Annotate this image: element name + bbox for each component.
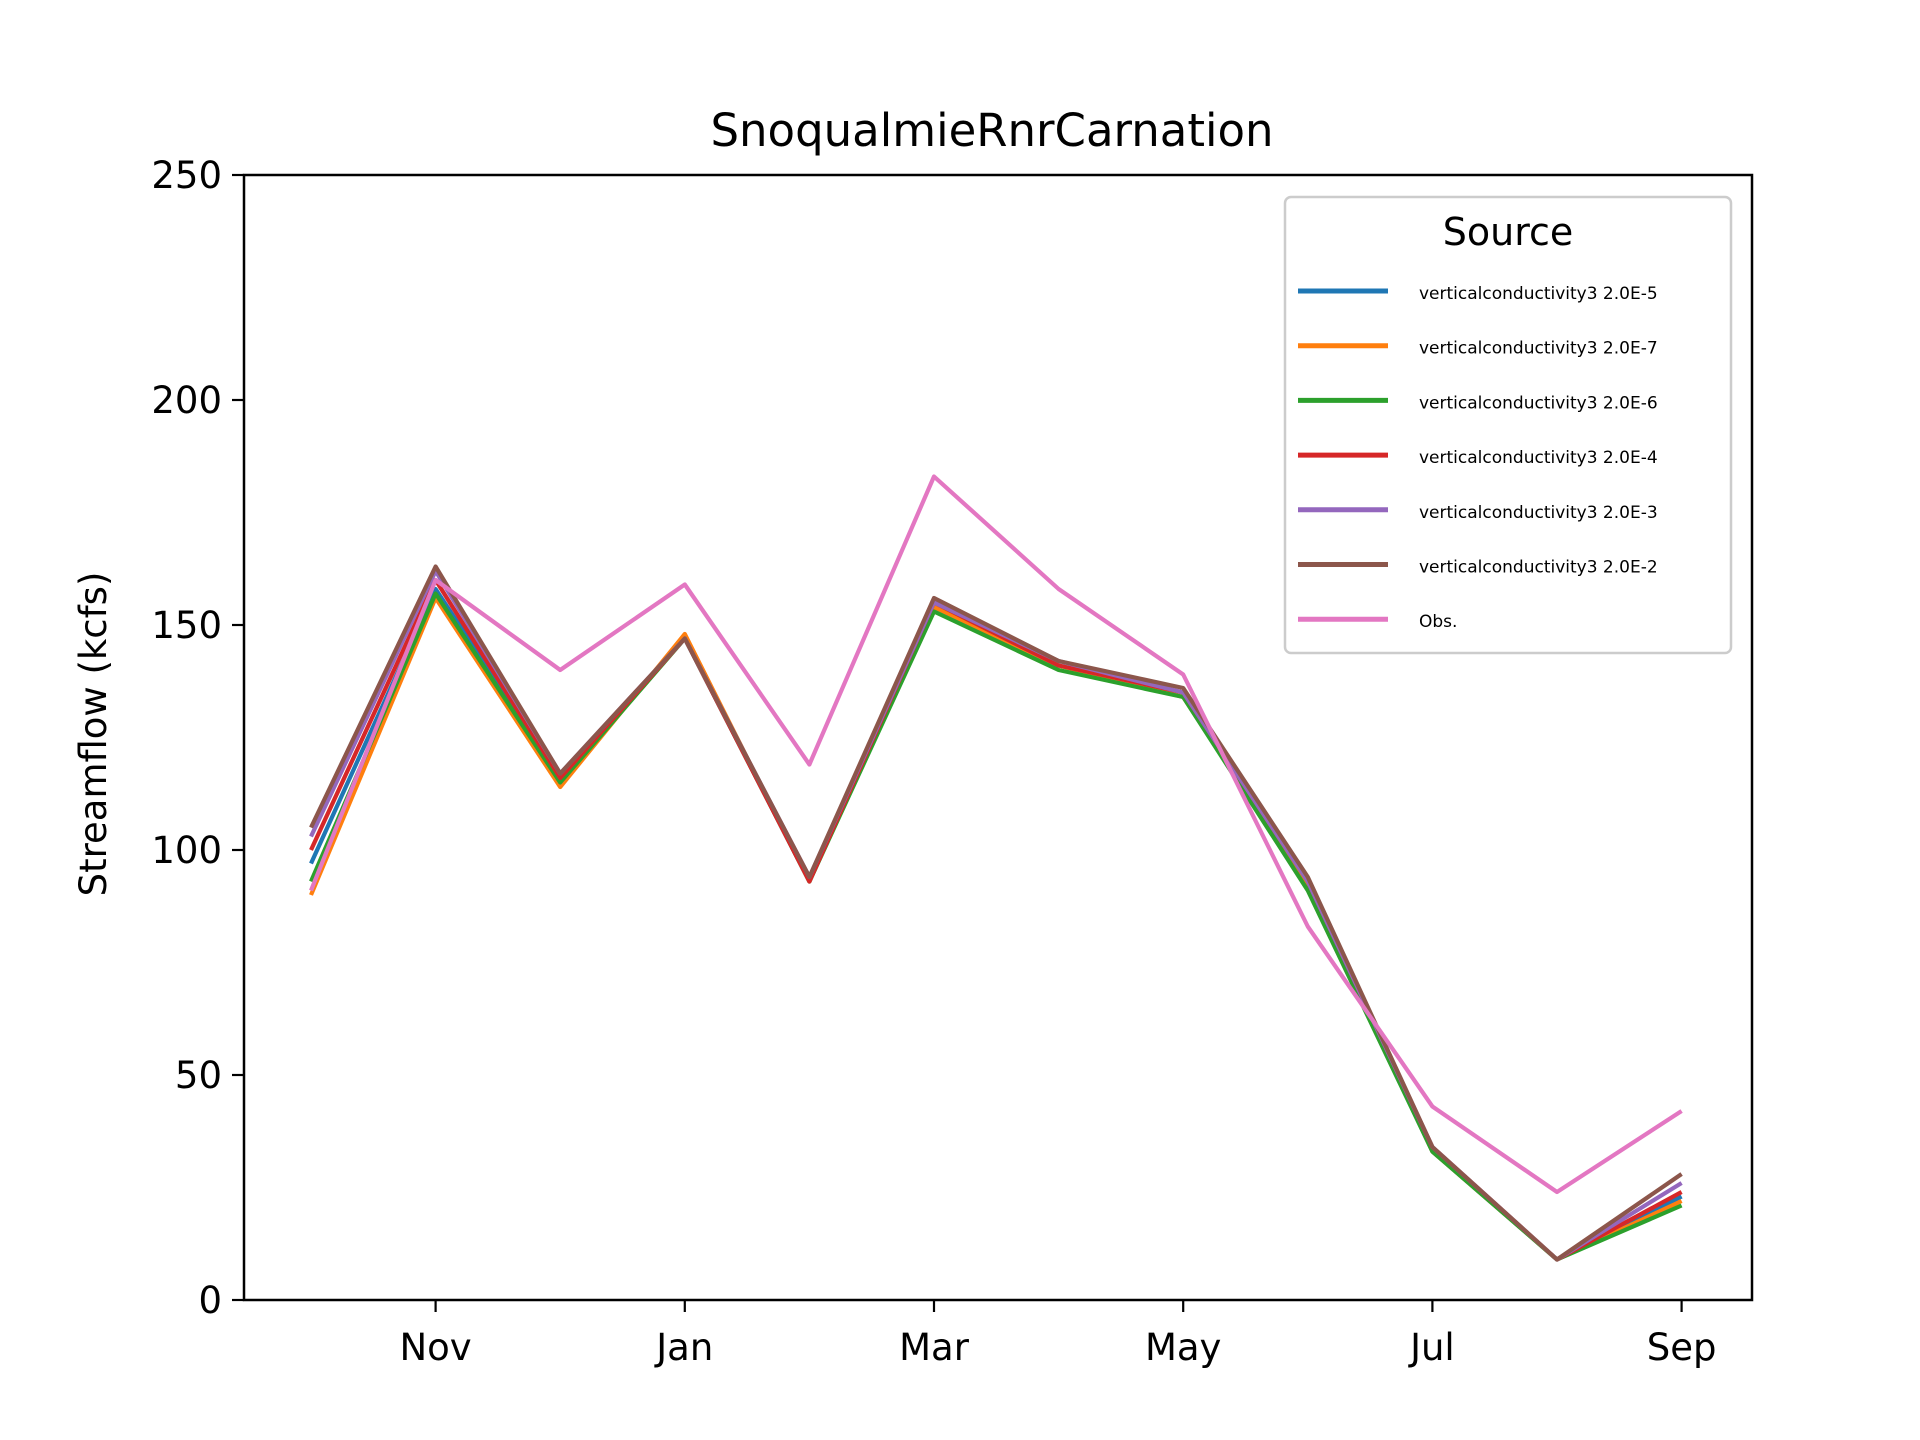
series-line-3 xyxy=(309,591,1683,1262)
legend-label-3: verticalconductivity3 2.0E-6 xyxy=(1419,393,1658,413)
legend-title: Source xyxy=(1443,210,1574,254)
series-line-6 xyxy=(309,564,1683,1262)
legend-label-2: verticalconductivity3 2.0E-7 xyxy=(1419,339,1658,359)
y-tick-label: 250 xyxy=(151,154,222,197)
y-tick-label: 200 xyxy=(151,379,222,422)
plot-frame xyxy=(242,173,1754,1302)
series-layer xyxy=(309,474,1683,1262)
series-line-7 xyxy=(309,474,1683,1195)
legend-label-1: verticalconductivity3 2.0E-5 xyxy=(1419,284,1658,304)
chart-title: SnoqualmieRnrCarnation xyxy=(710,104,1273,157)
legend: Source verticalconductivity3 2.0E-5 vertic… xyxy=(1283,195,1733,655)
x-tick-label: Jan xyxy=(654,1326,713,1369)
legend-label-7: Obs. xyxy=(1419,612,1457,632)
axes-layer: 0 50 100 150 200 250 Nov Jan Mar May Jul Sep xyxy=(151,154,1754,1369)
x-tick-label: Jul xyxy=(1408,1326,1455,1369)
x-tick-label: Mar xyxy=(899,1326,970,1369)
x-tick-label: Sep xyxy=(1647,1326,1717,1369)
legend-label-4: verticalconductivity3 2.0E-4 xyxy=(1419,448,1658,468)
y-tick-label: 0 xyxy=(198,1279,222,1322)
y-tick-label: 100 xyxy=(151,829,222,872)
x-tick-label: Nov xyxy=(399,1326,471,1369)
y-axis-label: Streamflow (kcfs) xyxy=(72,572,115,897)
legend-box xyxy=(1283,195,1733,655)
legend-label-5: verticalconductivity3 2.0E-3 xyxy=(1419,503,1658,523)
y-tick-label: 50 xyxy=(175,1054,222,1097)
x-tick-label: May xyxy=(1145,1326,1222,1369)
legend-label-6: verticalconductivity3 2.0E-2 xyxy=(1419,558,1658,578)
y-tick-label: 150 xyxy=(151,604,222,647)
